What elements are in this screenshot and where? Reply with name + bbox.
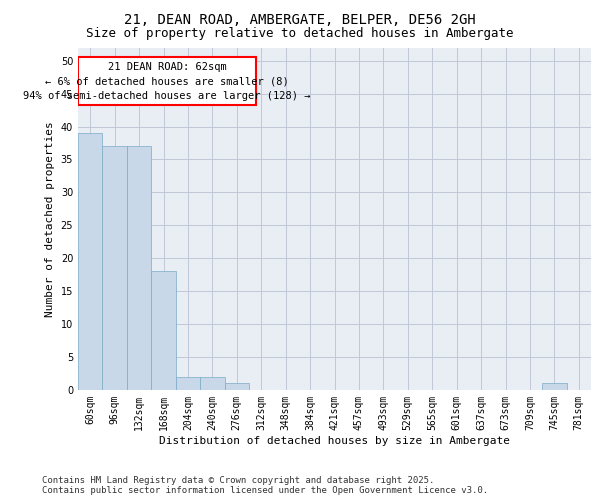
Text: 21 DEAN ROAD: 62sqm: 21 DEAN ROAD: 62sqm [108,62,227,72]
Text: Size of property relative to detached houses in Ambergate: Size of property relative to detached ho… [86,28,514,40]
Text: 21, DEAN ROAD, AMBERGATE, BELPER, DE56 2GH: 21, DEAN ROAD, AMBERGATE, BELPER, DE56 2… [124,12,476,26]
Bar [200,377,224,390]
X-axis label: Distribution of detached houses by size in Ambergate: Distribution of detached houses by size … [159,436,510,446]
Bar [78,58,256,106]
Bar [78,133,103,390]
Bar [103,146,127,390]
Bar [224,384,249,390]
Bar [542,384,566,390]
Text: ← 6% of detached houses are smaller (8): ← 6% of detached houses are smaller (8) [45,76,289,87]
Text: Contains HM Land Registry data © Crown copyright and database right 2025.
Contai: Contains HM Land Registry data © Crown c… [42,476,488,495]
Text: 94% of semi-detached houses are larger (128) →: 94% of semi-detached houses are larger (… [23,91,311,101]
Bar [151,272,176,390]
Bar [176,377,200,390]
Y-axis label: Number of detached properties: Number of detached properties [45,121,55,316]
Bar [127,146,151,390]
